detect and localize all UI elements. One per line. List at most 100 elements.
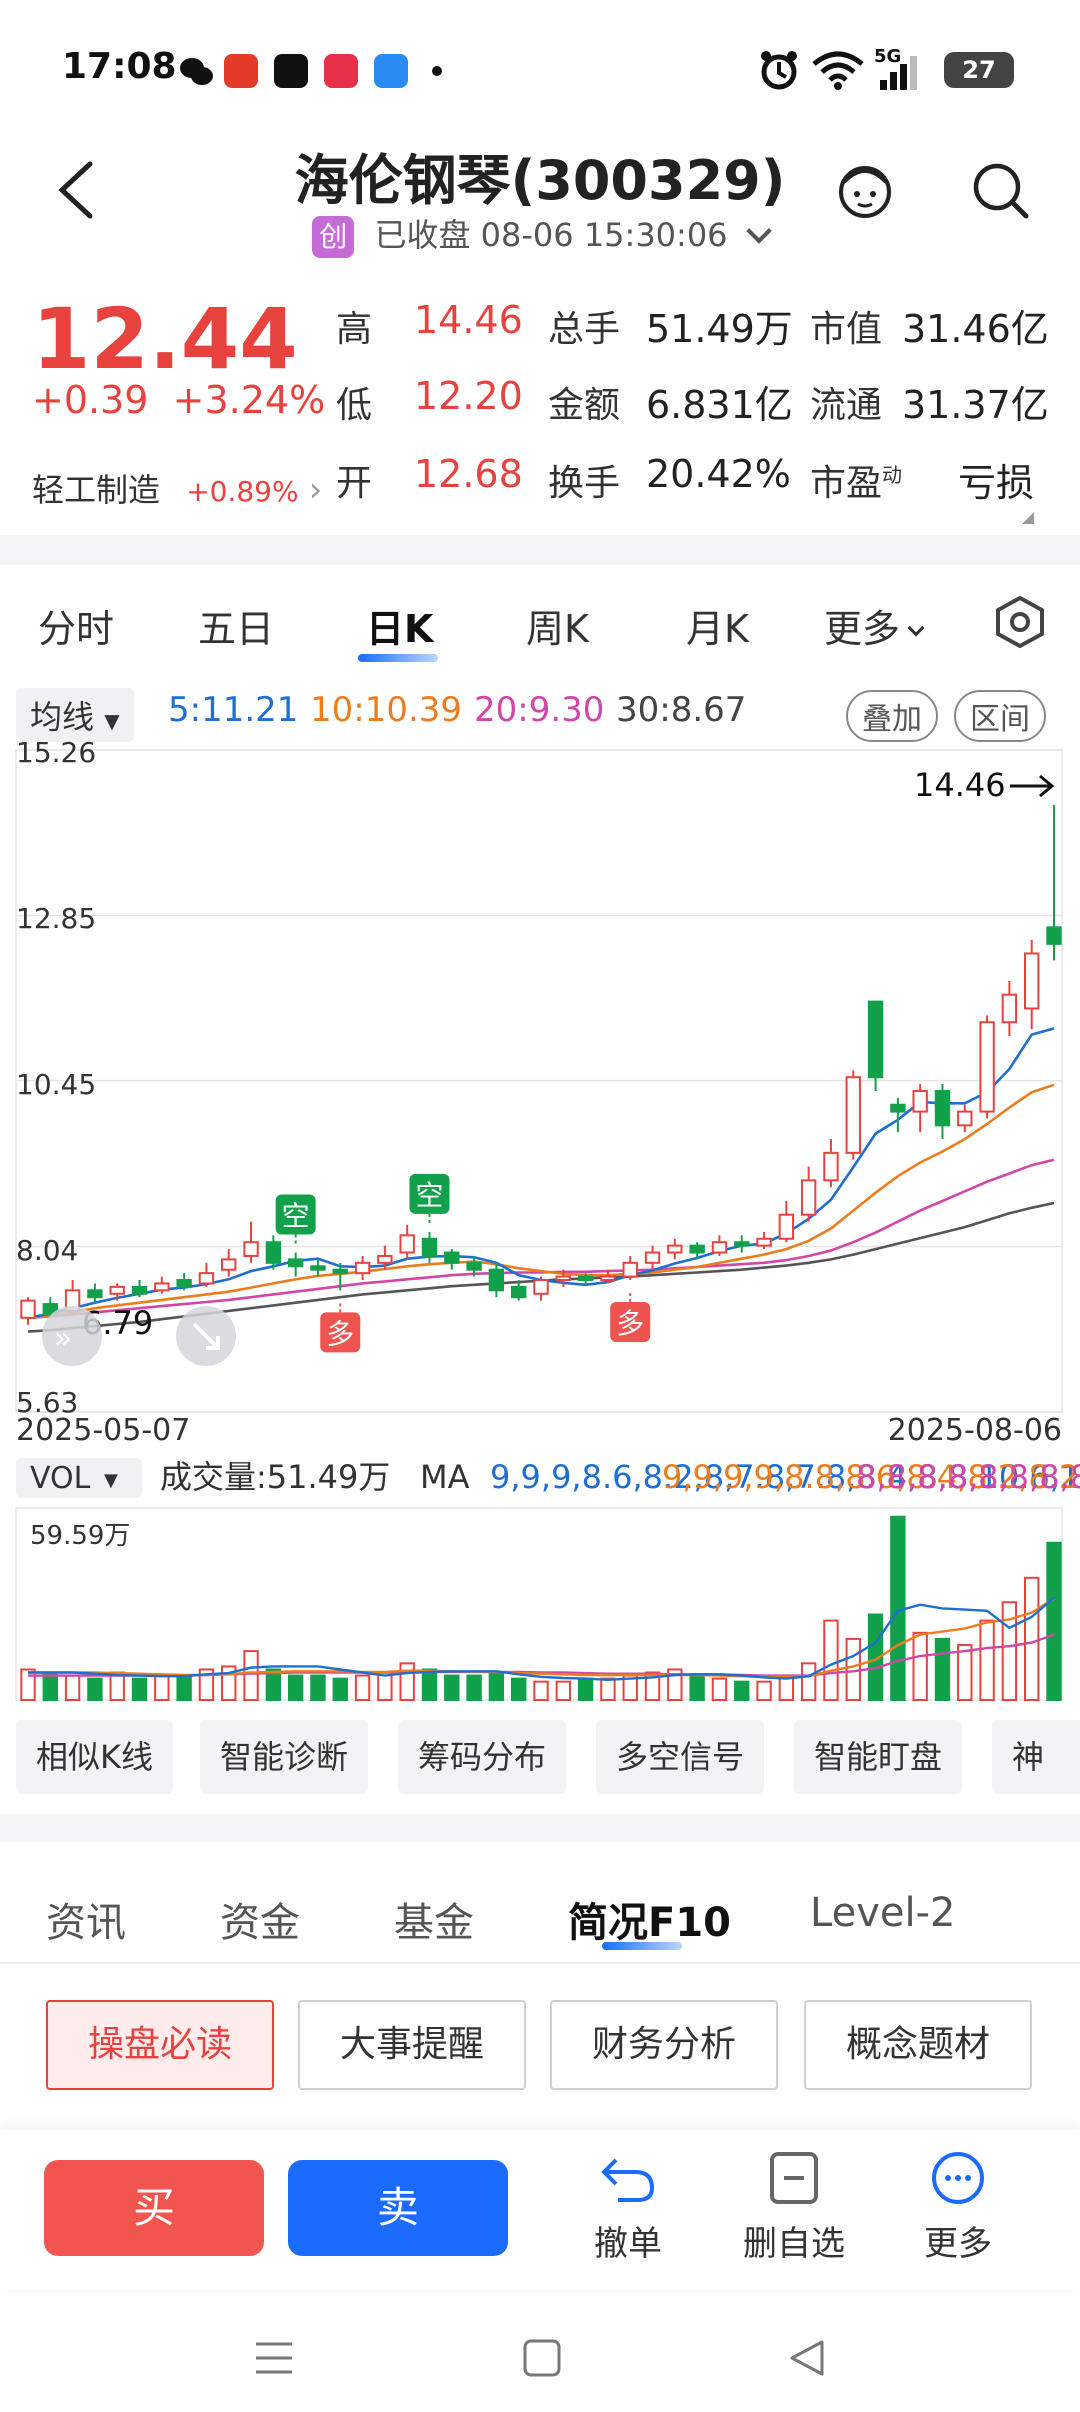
scroll-left-button[interactable]	[42, 1306, 102, 1366]
tab-weekly-k[interactable]: 周K	[526, 607, 589, 651]
volume-bar	[667, 1668, 683, 1701]
high-marker-label: 14.46	[914, 766, 1006, 804]
shopping-app-icon	[324, 54, 358, 88]
candle	[533, 1276, 549, 1301]
amount-label: 金额	[548, 385, 621, 426]
indicator-selector[interactable]: 均线 ▼	[16, 688, 134, 742]
ma-legend: 均线 ▼ 5:11.21 10:10.39 20:9.30 30:8.67 叠加…	[0, 680, 1080, 742]
long-short-signal-button[interactable]: 多空信号	[596, 1720, 765, 1794]
cancel-order-action[interactable]: 撤单	[568, 2150, 688, 2265]
candle	[867, 1000, 884, 1091]
volume-bar	[265, 1668, 282, 1701]
volume-bar	[332, 1677, 348, 1701]
volume-bar	[243, 1650, 259, 1702]
financial-analysis-button[interactable]: 财务分析	[550, 2000, 778, 2090]
float-label: 流通	[810, 385, 883, 426]
sell-button[interactable]: 卖	[288, 2160, 508, 2256]
candle	[466, 1255, 482, 1277]
search-icon[interactable]	[970, 160, 1030, 220]
major-events-button[interactable]: 大事提醒	[298, 2000, 526, 2090]
volume-bar	[87, 1677, 103, 1701]
status-time: 17:08	[62, 46, 177, 87]
tab-funds-flow[interactable]: 资金	[220, 1900, 300, 1946]
concept-theme-button[interactable]: 概念题材	[804, 2000, 1032, 2090]
last-price: 12.44	[32, 290, 298, 388]
price-change: +0.39 +3.24%	[32, 378, 325, 422]
more-action[interactable]: 更多	[898, 2150, 1018, 2265]
tab-intraday[interactable]: 分时	[38, 607, 115, 651]
tab-monthly-k[interactable]: 月K	[686, 607, 749, 651]
volume-bar	[354, 1674, 371, 1701]
candle-body	[667, 1244, 683, 1254]
volume-bar	[310, 1674, 326, 1701]
candle	[1046, 804, 1062, 961]
smart-watch-button[interactable]: 智能盯盘	[794, 1720, 963, 1794]
candle	[800, 1166, 817, 1222]
industry-name: 轻工制造	[32, 471, 161, 509]
section-divider	[0, 1814, 1080, 1842]
trading-guide-button[interactable]: 操盘必读	[46, 2000, 274, 2090]
candle-body	[20, 1299, 36, 1319]
tab-daily-k[interactable]: 日K	[366, 607, 434, 651]
candle-body	[957, 1110, 973, 1127]
expand-corner-icon[interactable]	[1022, 512, 1034, 524]
pe-value: 亏损	[958, 461, 1035, 505]
smart-diagnosis-button[interactable]: 智能诊断	[200, 1720, 369, 1794]
chip-distribution-button[interactable]: 筹码分布	[398, 1720, 567, 1794]
volume-ma-label: MA	[420, 1458, 470, 1496]
chart-grid	[15, 749, 1063, 1413]
candle-body	[265, 1241, 282, 1264]
market-status-line[interactable]: 创 已收盘 08-06 15:30:06	[0, 210, 1080, 258]
volume-bar	[198, 1668, 215, 1701]
long-signal[interactable]: 多	[610, 1290, 651, 1343]
news-app-icon	[224, 54, 258, 88]
tab-more[interactable]: 更多	[824, 598, 925, 653]
range-button[interactable]: 区间	[954, 690, 1046, 742]
candle-body	[555, 1275, 571, 1282]
back-arrow-icon[interactable]	[54, 160, 100, 220]
tab-level2[interactable]: Level-2	[810, 1890, 956, 1936]
signal-badge	[610, 1302, 651, 1343]
candle-body	[488, 1268, 505, 1292]
candle-body	[466, 1261, 482, 1271]
candle	[354, 1255, 371, 1281]
y-tick-label: 12.85	[16, 902, 96, 935]
back-triangle-icon[interactable]	[786, 2338, 826, 2378]
candle-body	[377, 1254, 393, 1264]
more-tool-button[interactable]: 神	[992, 1720, 1080, 1794]
volume-bar	[600, 1677, 616, 1701]
candle	[42, 1297, 58, 1318]
volume-bar	[154, 1674, 170, 1701]
settings-hexagon-icon[interactable]	[992, 594, 1048, 650]
remove-favorite-action[interactable]: 删自选	[734, 2150, 854, 2265]
long-signal[interactable]: 多	[320, 1300, 361, 1353]
mktcap-label: 市值	[810, 309, 883, 350]
tab-five-day[interactable]: 五日	[198, 607, 275, 651]
short-signal[interactable]: 空	[275, 1194, 316, 1247]
high-label: 高	[336, 309, 373, 350]
home-square-icon[interactable]	[522, 2338, 562, 2378]
chevron-right-icon: ›	[308, 470, 323, 510]
overlay-button[interactable]: 叠加	[846, 690, 938, 742]
tab-news[interactable]: 资讯	[46, 1900, 126, 1946]
similar-kline-button[interactable]: 相似K线	[16, 1720, 173, 1794]
pe-label: 市盈动	[810, 454, 902, 506]
volume-selector-label: VOL	[30, 1461, 91, 1496]
analysis-tools: 相似K线 智能诊断 筹码分布 多空信号 智能盯盘 神	[0, 1720, 1080, 1800]
buy-button[interactable]: 买	[44, 2160, 264, 2256]
tab-fund[interactable]: 基金	[394, 1900, 474, 1946]
industry-link[interactable]: 轻工制造 +0.89% ›	[32, 465, 322, 511]
ma30-line	[27, 1201, 1055, 1333]
menu-icon[interactable]	[254, 2340, 294, 2376]
volume-bar	[800, 1662, 817, 1701]
undo-arrow-icon	[601, 2158, 655, 2202]
tab-f10-overview[interactable]: 简况F10	[568, 1900, 731, 1946]
volume-bar	[399, 1662, 415, 1701]
candle	[399, 1225, 415, 1260]
stock-header: 海伦钢琴(300329) 创 已收盘 08-06 15:30:06	[0, 130, 1080, 260]
short-signal[interactable]: 空	[409, 1173, 450, 1226]
turnover-label: 换手	[548, 463, 621, 504]
volume-selector[interactable]	[16, 1458, 142, 1498]
assistant-avatar-icon[interactable]	[834, 158, 896, 220]
